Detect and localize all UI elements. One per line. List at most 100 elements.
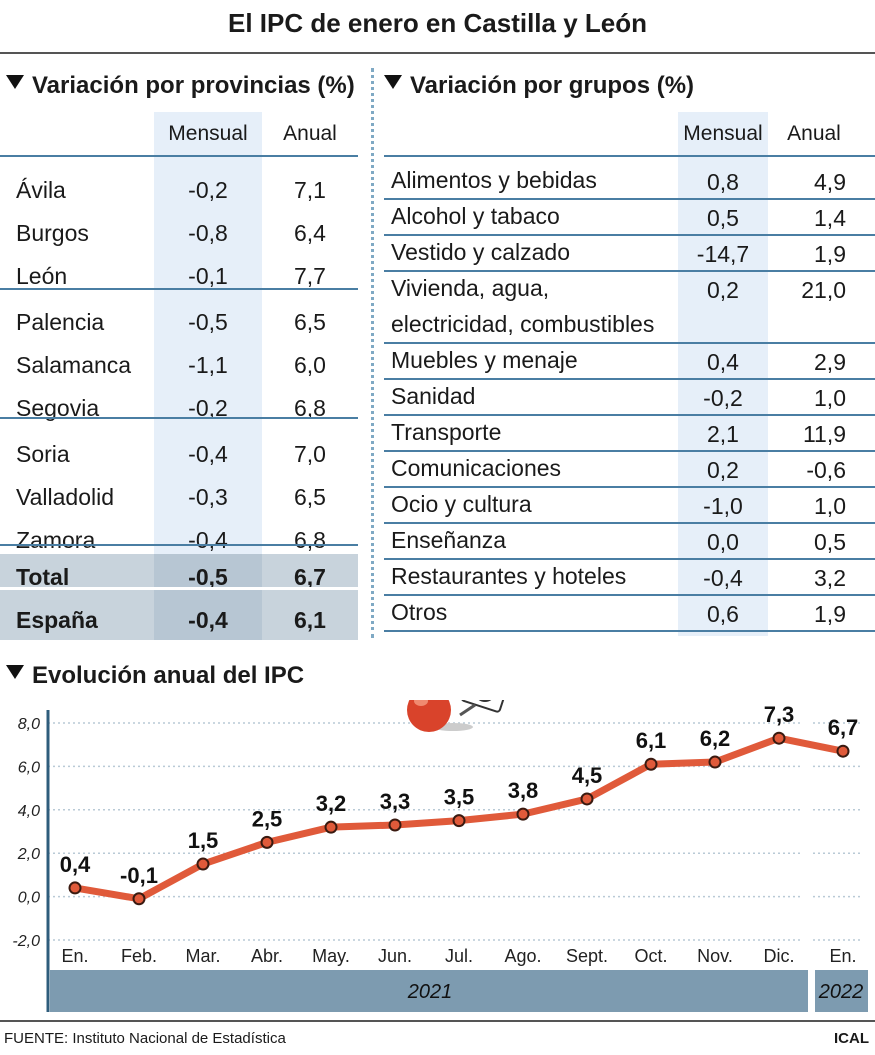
data-label: 3,8 — [508, 778, 539, 803]
provinces-col-anual: Anual — [283, 122, 337, 145]
group-name: Alcohol y tabaco — [391, 198, 681, 234]
table-rule — [384, 630, 875, 632]
group-row: Vivienda, agua, electricidad, combustible… — [384, 270, 875, 342]
group-name-text: Sanidad — [391, 383, 476, 409]
province-anual: 6,8 — [294, 395, 326, 421]
x-tick-label: Jul. — [445, 946, 473, 966]
table-rule — [384, 270, 875, 272]
province-mensual: -0,4 — [154, 597, 262, 640]
data-label: 0,4 — [60, 852, 91, 877]
group-mensual: 0,6 — [707, 601, 739, 627]
province-mensual: -0,5 — [188, 309, 228, 335]
province-anual: 6,7 — [294, 564, 326, 590]
group-name-text: Muebles y menaje — [391, 347, 578, 373]
group-anual: 11,9 — [802, 421, 846, 447]
data-point — [196, 857, 210, 871]
x-tick-label: En. — [829, 946, 856, 966]
title-divider — [0, 52, 875, 54]
group-mensual: 0,2 — [707, 457, 739, 483]
group-name-text: Vivienda, agua, — [391, 275, 550, 301]
groups-col-mensual: Mensual — [683, 122, 763, 145]
footer-divider — [0, 1020, 875, 1022]
data-label: 3,2 — [316, 791, 347, 816]
group-name-text: Alcohol y tabaco — [391, 203, 560, 229]
year-band-2022 — [815, 970, 868, 1012]
province-anual: 7,1 — [294, 177, 326, 203]
group-name: Otros — [391, 594, 681, 630]
group-row: Sanidad -0,2 1,0 — [384, 378, 875, 414]
province-name: Total — [16, 564, 70, 590]
province-anual: 6,1 — [294, 607, 326, 633]
data-point — [836, 744, 850, 758]
x-tick-label: Ago. — [504, 946, 541, 966]
triangle-icon — [6, 665, 24, 679]
group-row: Ocio y cultura -1,0 1,0 — [384, 486, 875, 522]
table-rule — [0, 417, 358, 419]
province-row: Valladolid -0,3 6,5 — [0, 474, 358, 517]
y-tick-label: 0,0 — [18, 890, 40, 907]
group-row: Muebles y menaje 0,4 2,9 — [384, 342, 875, 378]
section-divider — [371, 68, 374, 638]
province-row: Ávila -0,2 7,1 — [0, 167, 358, 210]
y-tick-label: 8,0 — [18, 716, 40, 733]
province-row: Burgos -0,8 6,4 — [0, 210, 358, 253]
table-rule — [0, 587, 358, 590]
province-anual: 7,7 — [294, 263, 326, 289]
group-anual: 4,9 — [814, 169, 846, 195]
province-name: Ávila — [16, 177, 66, 203]
group-mensual: -0,2 — [703, 385, 743, 411]
data-label: 3,3 — [380, 789, 411, 814]
x-tick-label: Sept. — [566, 946, 608, 966]
x-tick-label: Oct. — [634, 946, 667, 966]
group-mensual: 0,8 — [707, 169, 739, 195]
province-row: España -0,4 6,1 — [0, 597, 358, 640]
table-rule — [384, 450, 875, 452]
x-tick-label: Mar. — [185, 946, 220, 966]
groups-heading: Variación por grupos (%) — [384, 72, 694, 100]
province-row: Total -0,5 6,7 — [0, 554, 358, 597]
data-point — [772, 731, 786, 745]
province-name: Palencia — [16, 309, 105, 335]
year-label: 2022 — [818, 981, 864, 1003]
group-anual: 3,2 — [814, 565, 846, 591]
province-name: León — [16, 263, 68, 289]
group-mensual: 2,1 — [707, 421, 739, 447]
province-row: Segovia -0,2 6,8 — [0, 385, 358, 428]
province-anual: 7,0 — [294, 441, 326, 467]
data-label: 4,5 — [572, 763, 603, 788]
data-point — [708, 755, 722, 769]
x-tick-label: Abr. — [251, 946, 283, 966]
group-name-text: Transporte — [391, 419, 502, 445]
triangle-icon — [6, 75, 24, 89]
table-rule — [384, 522, 875, 524]
x-tick-label: Nov. — [697, 946, 733, 966]
province-mensual: -0,4 — [188, 441, 228, 467]
table-rule — [384, 342, 875, 344]
data-point — [580, 792, 594, 806]
group-row: Enseñanza 0,0 0,5 — [384, 522, 875, 558]
data-label: 6,7 — [828, 715, 859, 740]
group-mensual: -14,7 — [696, 241, 750, 267]
province-anual: 6,4 — [294, 220, 326, 246]
data-label: 7,3 — [764, 702, 795, 727]
group-name-text: Restaurantes y hoteles — [391, 563, 627, 589]
group-row: Restaurantes y hoteles -0,4 3,2 — [384, 558, 875, 594]
province-row: Zamora -0,4 6,8 — [0, 517, 358, 560]
group-name-text: Otros — [391, 599, 448, 625]
group-row: Comunicaciones 0,2 -0,6 — [384, 450, 875, 486]
data-label: 3,5 — [444, 785, 475, 810]
table-rule — [384, 234, 875, 236]
ipc-line-chart: 0,4 -0,1 1,5 2,5 3,2 3,3 3,5 3,8 4,5 6,1 6,2 7,3 6,7… — [12, 700, 868, 1012]
data-point — [132, 892, 146, 906]
province-mensual: -0,2 — [188, 177, 228, 203]
table-rule — [384, 378, 875, 380]
year-band-2021 — [50, 970, 808, 1012]
group-anual: 1,0 — [814, 493, 846, 519]
group-mensual: -1,0 — [703, 493, 743, 519]
year-label: 2021 — [407, 981, 453, 1003]
province-anual: 6,8 — [294, 527, 326, 553]
table-rule — [384, 155, 875, 157]
provinces-heading: Variación por provincias (%) — [6, 72, 355, 100]
data-point — [644, 757, 658, 771]
x-tick-label: Dic. — [764, 946, 795, 966]
